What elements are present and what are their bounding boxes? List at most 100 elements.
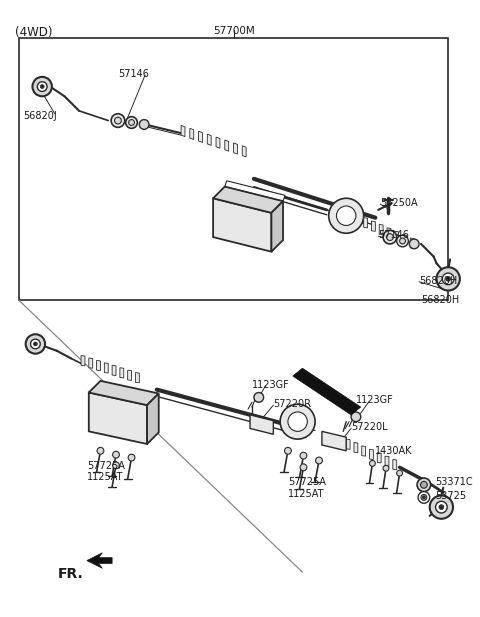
- Polygon shape: [216, 137, 220, 148]
- Polygon shape: [271, 201, 283, 252]
- Text: 1125AT: 1125AT: [87, 472, 123, 482]
- Polygon shape: [346, 439, 350, 449]
- Circle shape: [129, 120, 134, 125]
- Circle shape: [443, 273, 454, 284]
- Text: 57725A: 57725A: [87, 460, 125, 471]
- Polygon shape: [234, 143, 238, 154]
- Polygon shape: [395, 231, 398, 241]
- Circle shape: [113, 462, 120, 469]
- Text: 56820H: 56820H: [421, 296, 459, 305]
- Circle shape: [383, 465, 389, 471]
- Circle shape: [329, 198, 364, 233]
- Circle shape: [396, 470, 403, 476]
- Polygon shape: [370, 449, 373, 460]
- Circle shape: [386, 234, 393, 241]
- Polygon shape: [364, 218, 368, 228]
- Circle shape: [285, 447, 291, 454]
- Polygon shape: [81, 355, 85, 366]
- Polygon shape: [354, 442, 358, 453]
- Circle shape: [33, 77, 52, 96]
- Circle shape: [409, 239, 419, 249]
- Polygon shape: [96, 360, 100, 371]
- Circle shape: [418, 492, 430, 503]
- Circle shape: [439, 505, 444, 510]
- Circle shape: [126, 117, 137, 128]
- Polygon shape: [225, 181, 285, 201]
- Polygon shape: [293, 368, 361, 415]
- Circle shape: [111, 114, 125, 127]
- Polygon shape: [207, 134, 211, 146]
- Circle shape: [421, 494, 427, 500]
- Text: 57146: 57146: [378, 230, 409, 240]
- Text: 56820H: 56820H: [419, 276, 457, 286]
- Circle shape: [300, 464, 307, 471]
- Text: FR.: FR.: [58, 568, 84, 581]
- Circle shape: [336, 206, 356, 225]
- Polygon shape: [379, 225, 383, 234]
- Polygon shape: [89, 358, 93, 368]
- Text: 57146: 57146: [118, 69, 149, 79]
- Circle shape: [288, 412, 307, 431]
- Polygon shape: [377, 453, 381, 463]
- Circle shape: [315, 457, 323, 464]
- Circle shape: [34, 342, 37, 346]
- Circle shape: [351, 412, 361, 421]
- Text: 1125AT: 1125AT: [288, 489, 324, 499]
- Polygon shape: [387, 228, 391, 238]
- Polygon shape: [199, 131, 203, 143]
- Polygon shape: [135, 373, 139, 383]
- Circle shape: [446, 276, 451, 281]
- Text: 1123GF: 1123GF: [252, 380, 290, 390]
- Polygon shape: [225, 140, 228, 151]
- Polygon shape: [393, 460, 396, 470]
- Polygon shape: [410, 238, 414, 248]
- Text: 57700M: 57700M: [214, 27, 255, 36]
- Polygon shape: [112, 365, 116, 376]
- Circle shape: [400, 238, 406, 244]
- Circle shape: [417, 478, 431, 492]
- Polygon shape: [385, 456, 389, 466]
- Text: 57220R: 57220R: [273, 399, 312, 409]
- Polygon shape: [89, 381, 159, 405]
- Polygon shape: [213, 198, 271, 252]
- Circle shape: [139, 120, 149, 130]
- Circle shape: [115, 117, 121, 124]
- Circle shape: [435, 501, 447, 513]
- Polygon shape: [190, 128, 194, 139]
- Text: 56250A: 56250A: [380, 198, 418, 209]
- Circle shape: [280, 404, 315, 439]
- Polygon shape: [403, 234, 407, 245]
- Text: 56820J: 56820J: [23, 111, 57, 121]
- Polygon shape: [147, 394, 159, 444]
- Circle shape: [25, 334, 45, 354]
- Polygon shape: [242, 146, 246, 157]
- Circle shape: [300, 452, 307, 459]
- Circle shape: [31, 339, 40, 349]
- Circle shape: [422, 496, 425, 499]
- Circle shape: [430, 495, 453, 519]
- Circle shape: [254, 392, 264, 402]
- Text: 53725: 53725: [435, 491, 467, 500]
- Polygon shape: [181, 125, 185, 136]
- Circle shape: [40, 85, 44, 88]
- Circle shape: [113, 451, 120, 458]
- Text: 57725A: 57725A: [288, 477, 326, 487]
- Text: 57220L: 57220L: [351, 421, 388, 432]
- Circle shape: [396, 235, 408, 247]
- Circle shape: [370, 460, 375, 466]
- Polygon shape: [89, 392, 147, 444]
- Polygon shape: [250, 415, 273, 434]
- Polygon shape: [362, 446, 366, 456]
- Text: 1123GF: 1123GF: [356, 395, 394, 405]
- Polygon shape: [128, 370, 132, 380]
- Circle shape: [37, 81, 47, 91]
- Text: 53371C: 53371C: [435, 477, 473, 487]
- Circle shape: [420, 481, 427, 488]
- Circle shape: [383, 230, 396, 244]
- Polygon shape: [104, 363, 108, 373]
- Circle shape: [128, 454, 135, 461]
- Circle shape: [436, 267, 460, 291]
- Polygon shape: [213, 186, 283, 213]
- Polygon shape: [372, 221, 375, 231]
- Polygon shape: [87, 553, 112, 568]
